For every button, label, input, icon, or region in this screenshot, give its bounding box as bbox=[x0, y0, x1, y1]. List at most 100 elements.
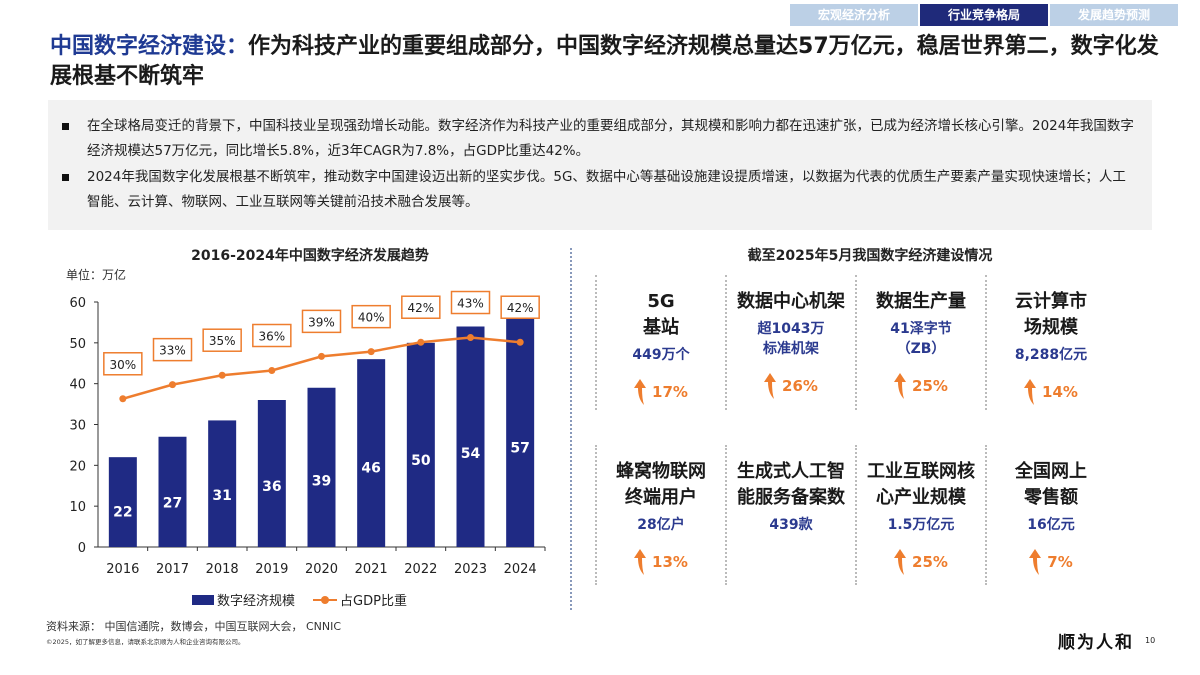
chart-legend: 数字经济规模 占GDP比重 bbox=[192, 590, 407, 609]
gdp-share-point bbox=[119, 395, 127, 403]
stat-growth: 25% bbox=[857, 373, 985, 399]
growth-rate: 25% bbox=[912, 553, 948, 571]
gdp-share-label-box bbox=[351, 304, 391, 329]
stat-value: 439款 bbox=[769, 517, 813, 533]
bar-value-label: 54 bbox=[461, 446, 481, 462]
stat-value: 41泽字节 （ZB） bbox=[890, 321, 952, 357]
x-tick-label: 2020 bbox=[305, 562, 338, 577]
up-arrow-icon bbox=[894, 373, 907, 399]
stat-growth: 25% bbox=[857, 549, 985, 575]
stat-label: 云计算市 场规模 bbox=[1015, 291, 1087, 338]
source-note: 资料来源： 中国信通院，数博会，中国互联网大会， CNNIC bbox=[46, 620, 342, 633]
y-tick-label: 60 bbox=[69, 296, 86, 311]
bar-value-label: 31 bbox=[212, 488, 231, 504]
bullet-text: 2024年我国数字化发展根基不断筑牢，推动数字中国建设迈出新的坚实步伐。5G、数… bbox=[87, 169, 1126, 210]
growth-rate: 7% bbox=[1047, 553, 1073, 571]
gdp-share-label: 40% bbox=[358, 311, 385, 325]
bar-2019 bbox=[257, 400, 286, 547]
gdp-share-label: 39% bbox=[308, 315, 335, 329]
x-tick-label: 2022 bbox=[404, 562, 437, 577]
gdp-share-point bbox=[516, 338, 524, 346]
gdp-share-point bbox=[417, 338, 425, 346]
stat-growth: 13% bbox=[597, 549, 725, 575]
bullet-text: 在全球格局变迁的背景下，中国科技业呈现强劲增长动能。数字经济作为科技产业的重要组… bbox=[87, 118, 1134, 159]
gdp-share-point bbox=[268, 367, 276, 375]
bullet-square-icon bbox=[62, 174, 69, 181]
growth-rate: 26% bbox=[782, 377, 818, 395]
stat-label: 生成式人工智 能服务备案数 bbox=[737, 461, 845, 508]
stat-card: 5G 基站 449万个 17% bbox=[595, 275, 725, 410]
y-tick-label: 0 bbox=[78, 541, 86, 556]
gdp-share-label-box bbox=[152, 337, 193, 362]
gdp-share-label: 33% bbox=[159, 344, 186, 358]
gdp-share-label-box bbox=[202, 328, 242, 352]
stat-card: 数据中心机架 超1043万 标准机架 26% bbox=[725, 275, 855, 410]
summary-bullet: 2024年我国数字化发展根基不断筑牢，推动数字中国建设迈出新的坚实步伐。5G、数… bbox=[62, 165, 1138, 215]
bar-2022 bbox=[406, 342, 435, 547]
stat-label: 数据中心机架 bbox=[737, 291, 845, 312]
stat-growth: 17% bbox=[597, 379, 725, 405]
x-tick-label: 2018 bbox=[206, 562, 239, 577]
gdp-share-point bbox=[467, 334, 474, 342]
stat-card: 生成式人工智 能服务备案数 439款 bbox=[725, 445, 855, 585]
stat-label: 蜂窝物联网 终端用户 bbox=[616, 461, 706, 508]
growth-rate: 17% bbox=[652, 383, 688, 401]
stat-card: 蜂窝物联网 终端用户 28亿户 13% bbox=[595, 445, 725, 585]
stat-value: 449万个 bbox=[632, 347, 690, 363]
bar-value-label: 39 bbox=[312, 473, 331, 489]
gdp-share-label-box bbox=[301, 309, 342, 334]
stat-value: 28亿户 bbox=[637, 517, 685, 533]
gdp-share-point bbox=[367, 348, 375, 356]
stat-card: 数据生产量 41泽字节 （ZB） 25% bbox=[855, 275, 985, 410]
chart-title: 2016-2024年中国数字经济发展趋势 bbox=[191, 248, 429, 264]
up-arrow-icon bbox=[634, 549, 647, 575]
growth-rate: 13% bbox=[652, 553, 688, 571]
digital-economy-chart: 0 10 20 30 40 50 60 2016 22 2017 27 2018 31 2019 36 202… bbox=[69, 290, 546, 577]
bar-2017 bbox=[158, 436, 187, 547]
bar-value-label: 27 bbox=[163, 495, 182, 511]
tab-trend-forecast[interactable]: 发展趋势预测 bbox=[1050, 4, 1178, 26]
tab-macro-economy[interactable]: 宏观经济分析 bbox=[790, 4, 918, 26]
title-rest: 作为科技产业的重要组成部分，中国数字经济规模总量达57万亿元，稳居世界第二，数字… bbox=[50, 34, 1159, 89]
bar-2021 bbox=[357, 359, 386, 547]
stat-label: 工业互联网核 心产业规模 bbox=[867, 461, 975, 508]
bar-value-label: 46 bbox=[361, 460, 380, 476]
chart-unit: 单位：万亿 bbox=[66, 268, 127, 282]
stats-row: 5G 基站 449万个 17% 数据中心机架 超1043万 标准机架 26% 数据生产量 41泽字… bbox=[595, 275, 1117, 410]
x-tick-label: 2017 bbox=[156, 562, 189, 577]
x-tick-label: 2023 bbox=[454, 562, 487, 577]
gdp-share-label: 42% bbox=[507, 301, 534, 315]
stat-value: 1.5万亿元 bbox=[887, 517, 955, 533]
y-tick-label: 50 bbox=[69, 337, 86, 352]
up-arrow-icon bbox=[1024, 379, 1037, 405]
stat-card: 工业互联网核 心产业规模 1.5万亿元 25% bbox=[855, 445, 985, 585]
bullet-square-icon bbox=[62, 123, 69, 130]
gdp-share-label: 35% bbox=[209, 334, 236, 348]
company-logo: 顺为人和 bbox=[1058, 633, 1134, 653]
up-arrow-icon bbox=[1029, 549, 1042, 575]
gdp-share-label: 30% bbox=[109, 358, 136, 372]
tab-industry-competition[interactable]: 行业竞争格局 bbox=[920, 4, 1048, 26]
stat-growth: 7% bbox=[987, 549, 1115, 575]
gdp-share-label-box bbox=[500, 295, 540, 319]
stat-value: 16亿元 bbox=[1027, 517, 1075, 533]
bar-2016 bbox=[108, 457, 137, 547]
x-tick-label: 2019 bbox=[255, 562, 288, 577]
legend-bar-swatch bbox=[192, 594, 214, 605]
section-divider bbox=[570, 248, 572, 610]
growth-rate: 14% bbox=[1042, 383, 1078, 401]
gdp-share-label-box bbox=[401, 295, 441, 319]
page-number: 10 bbox=[1145, 636, 1156, 645]
bar-value-label: 50 bbox=[411, 453, 431, 469]
title-highlight: 中国数字经济建设： bbox=[50, 34, 249, 59]
gdp-share-label: 42% bbox=[407, 301, 434, 315]
stat-label: 5G 基站 bbox=[643, 291, 679, 338]
x-tick-label: 2016 bbox=[106, 562, 139, 577]
gdp-share-label: 36% bbox=[258, 330, 285, 344]
copyright-note: ©2025，如了解更多信息，请联系北京顺为人和企业咨询有限公司。 bbox=[46, 638, 245, 646]
bar-value-label: 57 bbox=[510, 440, 529, 456]
stat-label: 全国网上 零售额 bbox=[1015, 461, 1087, 508]
bar-2020 bbox=[307, 387, 336, 547]
bar-2018 bbox=[208, 420, 237, 547]
legend-line-swatch bbox=[313, 595, 338, 604]
